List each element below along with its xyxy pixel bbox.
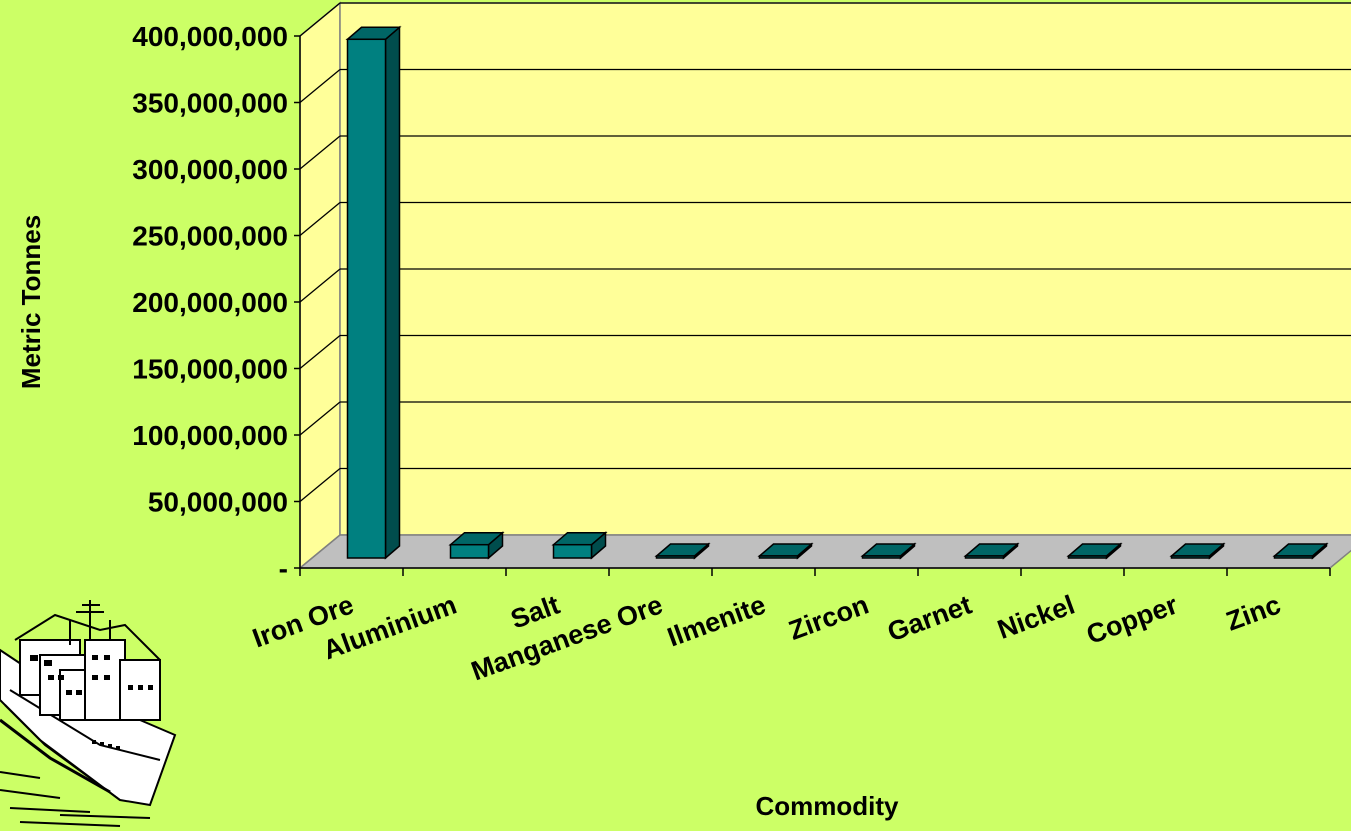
gridlines bbox=[294, 2, 1351, 569]
bar bbox=[860, 542, 917, 560]
x-tick-label: Copper bbox=[1082, 589, 1182, 650]
gridline-side bbox=[299, 467, 341, 503]
gridline-side bbox=[299, 268, 341, 303]
x-tick-label: Nickel bbox=[994, 589, 1079, 644]
x-tick-label: Zinc bbox=[1222, 589, 1284, 636]
bar bbox=[1066, 542, 1123, 560]
y-tick-label: 400,000,000 bbox=[132, 21, 288, 52]
gridline-side bbox=[299, 201, 341, 237]
bar bbox=[448, 531, 505, 560]
bar-front bbox=[346, 38, 387, 559]
bar bbox=[963, 542, 1020, 560]
y-tick-label: 250,000,000 bbox=[132, 221, 288, 252]
gridline-side bbox=[299, 135, 341, 170]
gridline-side bbox=[299, 68, 341, 104]
gridline-side bbox=[299, 2, 341, 37]
bar bbox=[345, 25, 402, 560]
bar-front bbox=[861, 555, 902, 559]
y-tick-label: - bbox=[279, 553, 288, 584]
bar-side bbox=[384, 25, 401, 560]
y-tick-label: 50,000,000 bbox=[148, 487, 288, 518]
bar-front bbox=[964, 555, 1005, 559]
x-axis-title: Commodity bbox=[756, 791, 900, 821]
plot-walls bbox=[297, 1, 1351, 570]
bar-front bbox=[552, 543, 593, 559]
y-tick-label: 200,000,000 bbox=[132, 287, 288, 318]
bar bbox=[1169, 542, 1226, 560]
x-tick-label: Manganese Ore bbox=[467, 589, 666, 686]
x-tick-label: Zircon bbox=[785, 589, 873, 645]
bar bbox=[551, 531, 608, 560]
bar-front bbox=[1170, 555, 1211, 559]
gridline-side bbox=[299, 334, 341, 370]
bar-front bbox=[758, 555, 799, 559]
bar-front bbox=[1273, 555, 1314, 559]
bar bbox=[654, 542, 711, 560]
x-tick-label: Garnet bbox=[884, 589, 976, 647]
cargo-ship-icon bbox=[0, 600, 177, 827]
y-tick-label: 150,000,000 bbox=[132, 354, 288, 385]
gridline-side bbox=[299, 401, 341, 436]
y-tick-labels: - 50,000,000 100,000,000 150,000,000 200,000… bbox=[132, 21, 288, 584]
bar-front bbox=[449, 543, 490, 559]
y-tick-label: 300,000,000 bbox=[132, 154, 288, 185]
y-axis-title: Metric Tonnes bbox=[16, 215, 46, 389]
bar-front bbox=[655, 555, 696, 559]
bar-front bbox=[1067, 555, 1108, 559]
bar bbox=[757, 542, 814, 560]
y-tick-label: 350,000,000 bbox=[132, 88, 288, 119]
bars bbox=[345, 25, 1329, 560]
x-tick-label: Ilmenite bbox=[663, 589, 769, 652]
y-tick-label: 100,000,000 bbox=[132, 420, 288, 451]
bar bbox=[1272, 542, 1329, 560]
